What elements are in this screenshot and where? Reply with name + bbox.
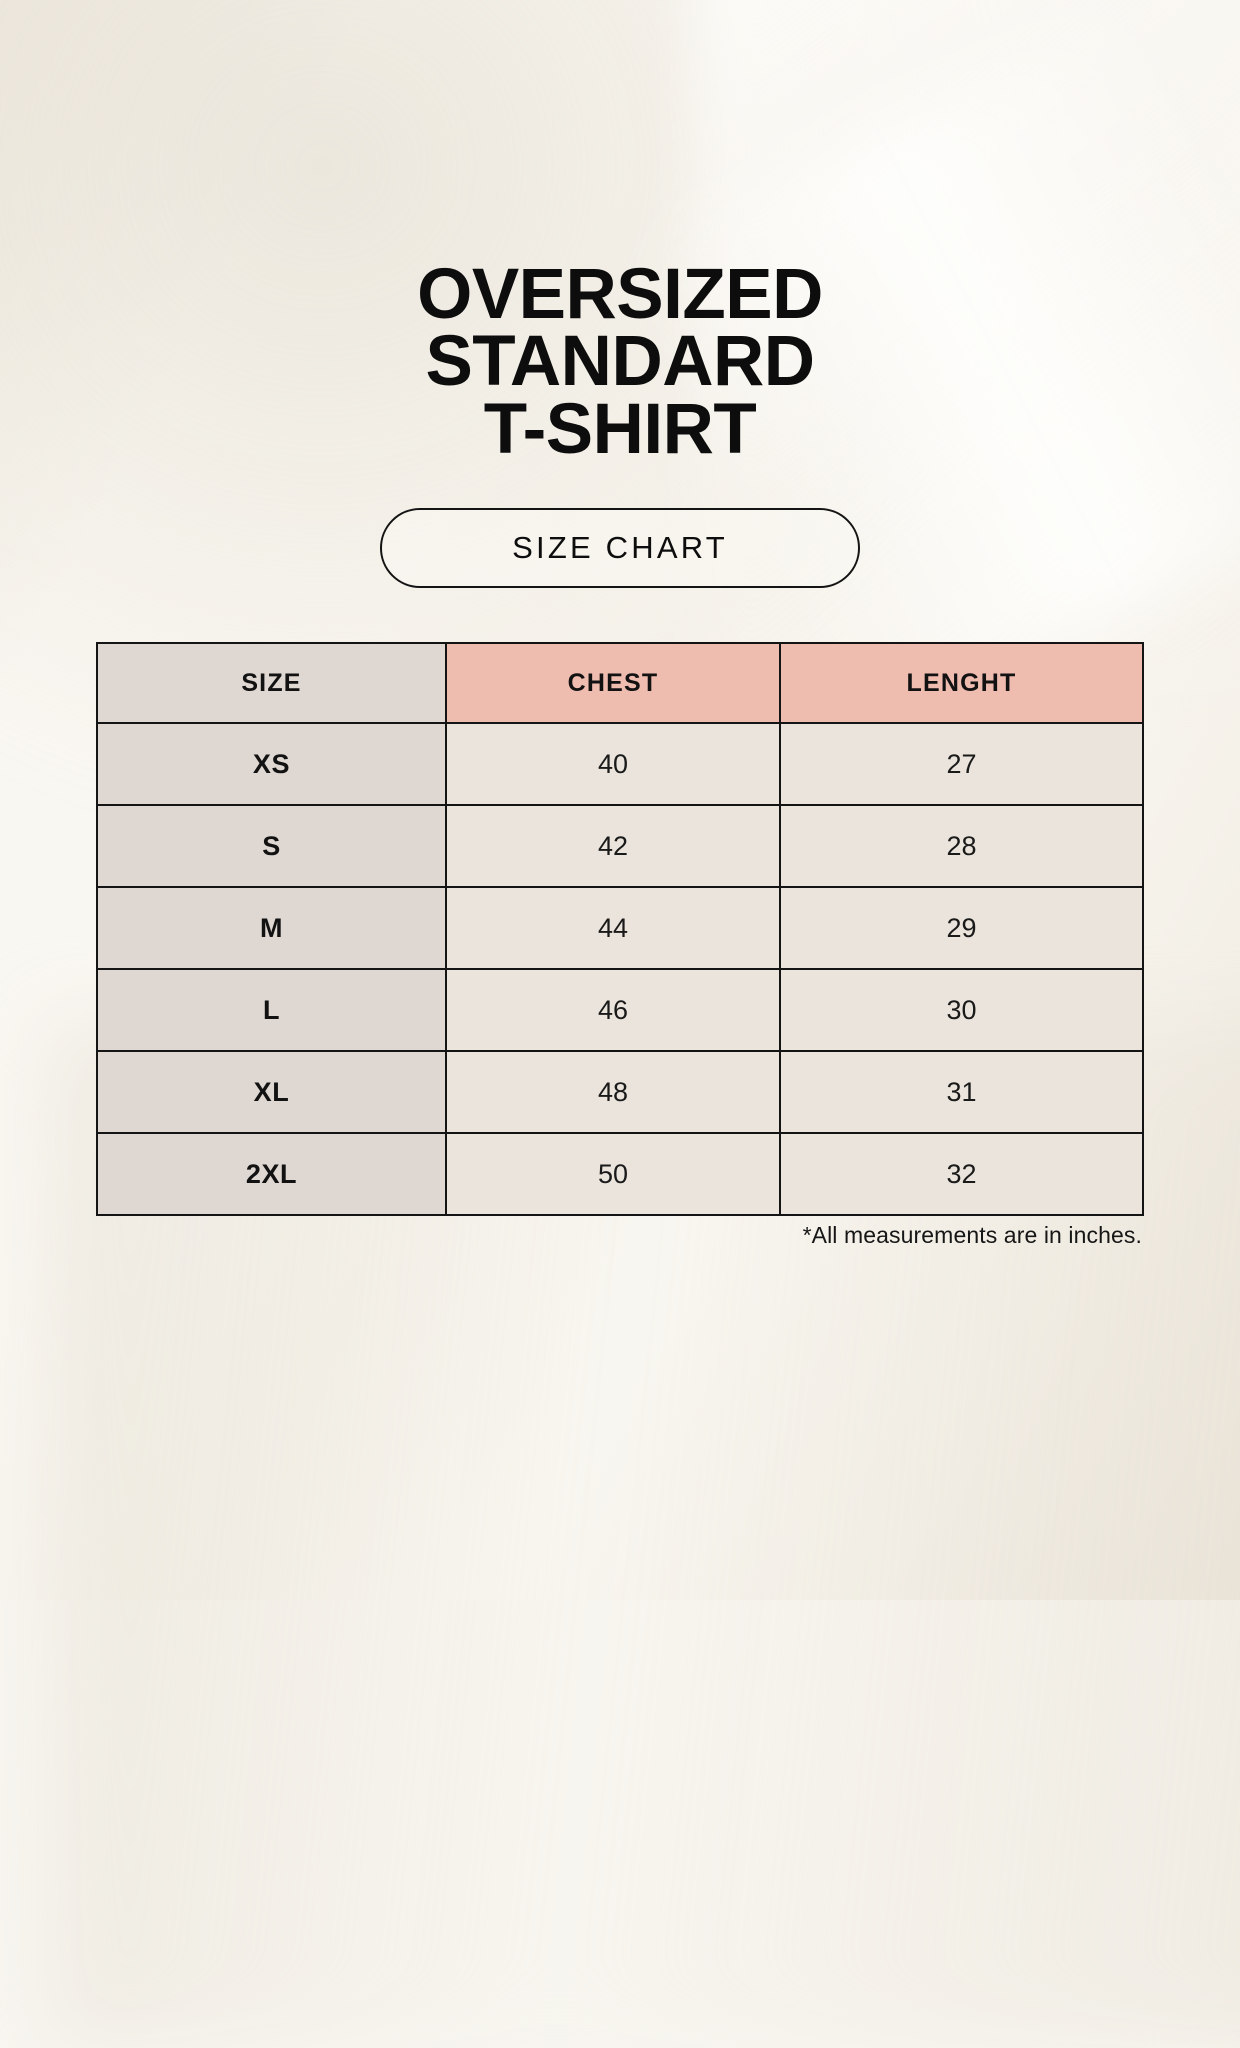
title-line-1: OVERSIZED bbox=[417, 255, 823, 334]
measurements-footnote: *All measurements are in inches. bbox=[802, 1222, 1142, 1248]
table-row: M 44 29 bbox=[96, 886, 1144, 970]
cell-size: L bbox=[96, 968, 447, 1052]
cell-size: XL bbox=[96, 1050, 447, 1134]
cell-size: M bbox=[96, 886, 447, 970]
cell-length: 32 bbox=[779, 1132, 1144, 1216]
table-head: SIZE CHEST LENGHT bbox=[96, 642, 1144, 724]
cell-chest: 48 bbox=[445, 1050, 781, 1134]
cell-chest: 46 bbox=[445, 968, 781, 1052]
table-row: S 42 28 bbox=[96, 804, 1144, 888]
cell-chest: 42 bbox=[445, 804, 781, 888]
size-chart-badge: SIZE CHART bbox=[380, 508, 860, 588]
cell-length: 29 bbox=[779, 886, 1144, 970]
title-line-3: T-SHIRT bbox=[483, 389, 757, 469]
cell-chest: 40 bbox=[445, 722, 781, 806]
column-header-chest: CHEST bbox=[445, 642, 781, 724]
cell-size: XS bbox=[96, 722, 447, 806]
cell-length: 30 bbox=[779, 968, 1144, 1052]
size-chart-badge-wrap: SIZE CHART bbox=[0, 508, 1240, 588]
table-body: XS 40 27 S 42 28 M 44 29 L 46 30 bbox=[96, 722, 1144, 1216]
table-row: XL 48 31 bbox=[96, 1050, 1144, 1134]
cell-size: 2XL bbox=[96, 1132, 447, 1216]
title-line-2: STANDARD bbox=[425, 322, 815, 402]
size-chart-table-wrap: SIZE CHEST LENGHT XS 40 27 S 42 28 M bbox=[96, 642, 1144, 1216]
table-row: 2XL 50 32 bbox=[96, 1132, 1144, 1216]
size-chart-table: SIZE CHEST LENGHT XS 40 27 S 42 28 M bbox=[96, 642, 1144, 1216]
column-header-length: LENGHT bbox=[779, 642, 1144, 724]
cell-chest: 44 bbox=[445, 886, 781, 970]
table-header-row: SIZE CHEST LENGHT bbox=[96, 642, 1144, 724]
cell-size: S bbox=[96, 804, 447, 888]
column-header-size: SIZE bbox=[96, 642, 447, 724]
page-title: OVERSIZED STANDARD T-SHIRT bbox=[0, 255, 1240, 469]
cell-length: 31 bbox=[779, 1050, 1144, 1134]
table-row: XS 40 27 bbox=[96, 722, 1144, 806]
table-row: L 46 30 bbox=[96, 968, 1144, 1052]
cell-chest: 50 bbox=[445, 1132, 781, 1216]
cell-length: 28 bbox=[779, 804, 1144, 888]
cell-length: 27 bbox=[779, 722, 1144, 806]
